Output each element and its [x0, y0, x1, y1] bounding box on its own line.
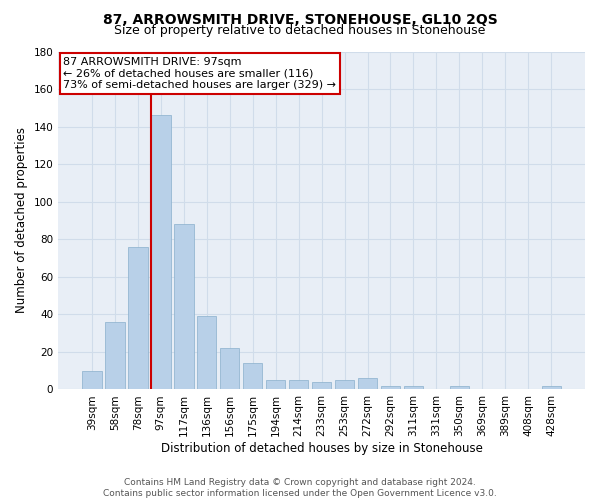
Bar: [128, 247, 148, 390]
Bar: [105, 322, 125, 390]
Bar: [197, 316, 217, 390]
Text: Contains HM Land Registry data © Crown copyright and database right 2024.
Contai: Contains HM Land Registry data © Crown c…: [103, 478, 497, 498]
Bar: [82, 370, 101, 390]
Bar: [449, 386, 469, 390]
X-axis label: Distribution of detached houses by size in Stonehouse: Distribution of detached houses by size …: [161, 442, 482, 455]
Bar: [542, 386, 561, 390]
Bar: [151, 116, 170, 390]
Bar: [266, 380, 286, 390]
Bar: [404, 386, 423, 390]
Bar: [312, 382, 331, 390]
Bar: [358, 378, 377, 390]
Bar: [335, 380, 355, 390]
Bar: [381, 386, 400, 390]
Bar: [243, 363, 262, 390]
Text: 87, ARROWSMITH DRIVE, STONEHOUSE, GL10 2QS: 87, ARROWSMITH DRIVE, STONEHOUSE, GL10 2…: [103, 12, 497, 26]
Text: 87 ARROWSMITH DRIVE: 97sqm
← 26% of detached houses are smaller (116)
73% of sem: 87 ARROWSMITH DRIVE: 97sqm ← 26% of deta…: [64, 56, 337, 90]
Bar: [220, 348, 239, 390]
Y-axis label: Number of detached properties: Number of detached properties: [15, 128, 28, 314]
Bar: [174, 224, 194, 390]
Text: Size of property relative to detached houses in Stonehouse: Size of property relative to detached ho…: [115, 24, 485, 37]
Bar: [289, 380, 308, 390]
